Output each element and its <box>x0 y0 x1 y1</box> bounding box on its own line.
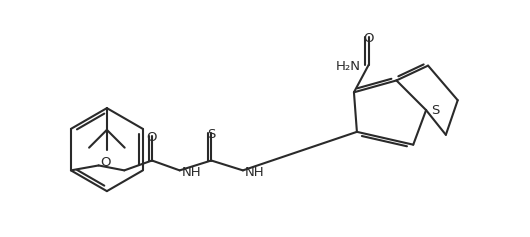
Text: S: S <box>431 104 439 117</box>
Text: H₂N: H₂N <box>336 60 361 73</box>
Text: O: O <box>147 131 157 144</box>
Text: NH: NH <box>182 166 201 179</box>
Text: NH: NH <box>245 166 264 179</box>
Text: O: O <box>364 32 374 45</box>
Text: O: O <box>101 156 111 169</box>
Text: S: S <box>207 128 216 141</box>
